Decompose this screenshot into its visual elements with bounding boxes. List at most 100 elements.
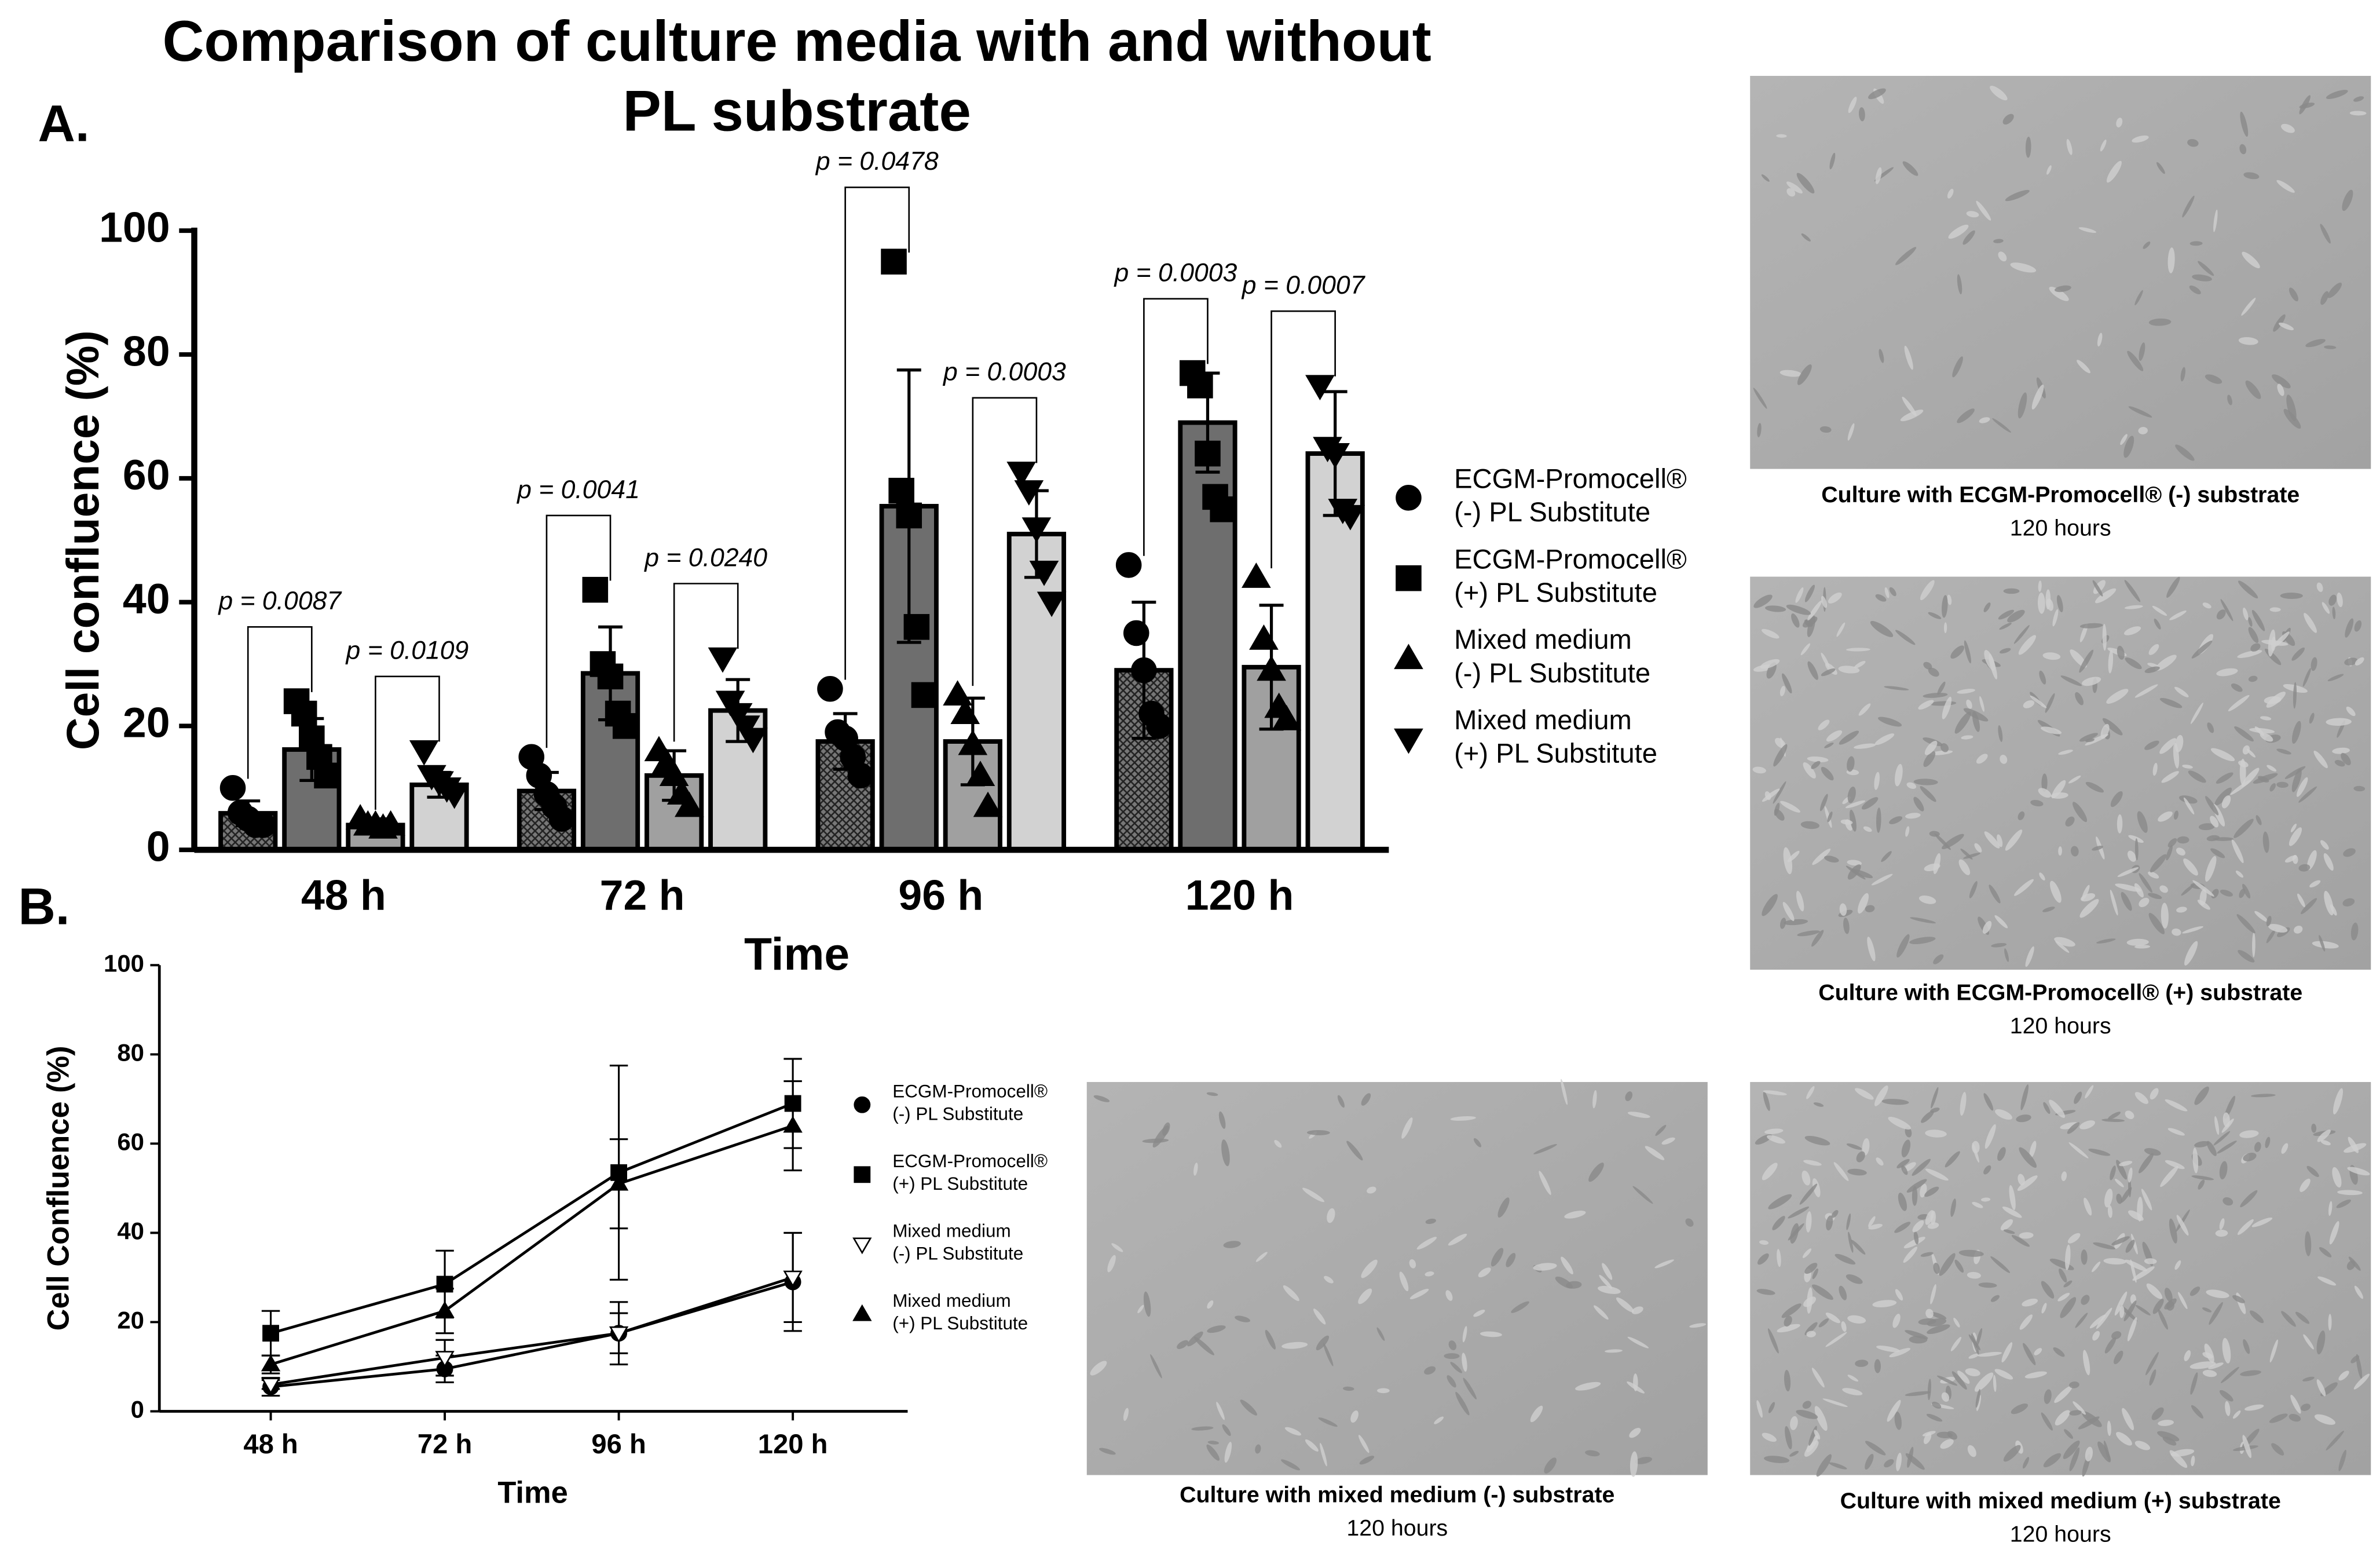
cell [1901,1139,1911,1158]
cell [2165,1160,2185,1169]
cell [2085,1085,2094,1099]
cell [2328,594,2337,606]
cell [2338,1449,2346,1471]
cell [1206,1444,1220,1461]
cell [1685,1218,1694,1227]
cell [1434,1416,1444,1424]
cell [1776,134,1787,138]
cell [2170,1449,2195,1457]
cell [1847,860,1862,866]
cell [1491,1248,1504,1267]
cell [1654,1259,1674,1269]
cell [1840,819,1853,825]
cell [1920,1252,1934,1257]
cell [1960,1092,1967,1116]
cell [2264,696,2282,704]
legend-marker [1394,728,1423,754]
x-tick-label: 120 h [1185,871,1294,919]
significance-bracket [1270,310,1336,569]
cell [1598,1285,1621,1294]
cell [1762,1163,1778,1180]
cell [1784,1315,1792,1327]
cell [1811,930,1824,947]
cell [2167,247,2175,273]
cell [2025,946,2034,967]
cell [2248,617,2253,627]
cell [2286,394,2297,421]
cell [2316,1379,2326,1397]
y-axis-title: Cell confluence (%) [57,330,108,750]
cell [2290,824,2297,832]
cell [2061,1171,2067,1182]
cell [1625,1091,1633,1101]
cell [2189,285,2201,295]
cell [2205,374,2222,384]
cell [1930,1211,1936,1225]
cell [1759,1240,1769,1245]
cell [2041,726,2062,734]
cell [2338,1370,2349,1381]
cell [2267,765,2277,772]
cell [2221,795,2231,809]
cell [2104,1189,2113,1208]
cell [1305,1439,1319,1452]
cell [2139,1153,2154,1174]
cell [2238,760,2249,767]
cell [2240,1190,2258,1208]
cell [2293,682,2297,709]
cell [2176,1209,2190,1232]
cell [2346,1260,2356,1270]
cell [1425,1271,1434,1277]
cell [1894,1411,1902,1430]
cell [2262,831,2269,853]
cell [2254,911,2268,922]
cell [1358,1435,1370,1453]
cell [2063,1280,2073,1288]
cell [2231,683,2243,692]
cell [1137,1304,1144,1314]
cell [2004,948,2009,962]
cell [1506,1253,1516,1267]
cell [1409,1288,1429,1299]
cell [1962,230,1975,245]
cell [2260,733,2273,742]
cell [2000,755,2008,764]
cell [2291,768,2302,792]
cell [2078,1416,2100,1430]
cell [2132,1266,2155,1281]
cell [1876,1157,1884,1166]
cell [1884,686,1909,690]
cell [2019,1314,2033,1330]
cell [2057,1292,2070,1302]
cell [2249,1310,2264,1324]
cell [2194,1141,2210,1147]
cell [1762,788,1780,802]
cell [2017,392,2027,419]
cell [1764,1456,1790,1463]
cell [2063,1440,2080,1459]
cell [1965,1368,1980,1376]
cell [2292,854,2298,864]
cell [2132,135,2149,143]
cell [1821,766,1834,781]
cell [1854,661,1866,668]
cell [1989,653,1998,679]
cell [2250,1094,2276,1098]
cell [1843,918,1850,934]
cell [2337,593,2343,608]
panel-label: A. [38,94,90,152]
cell [1943,622,1947,634]
cell [2178,795,2198,804]
y-tick-label: 100 [104,949,144,977]
cell [1478,1267,1491,1278]
data-point [261,1354,281,1372]
cell [1865,1441,1886,1456]
cell [1416,1237,1437,1250]
cell [1806,1211,1812,1233]
cell [1761,628,1779,639]
cell [1788,1207,1810,1219]
cell [1221,1139,1230,1167]
cell [1927,1222,1939,1229]
cell [1827,812,1833,823]
cell [2289,1413,2301,1422]
